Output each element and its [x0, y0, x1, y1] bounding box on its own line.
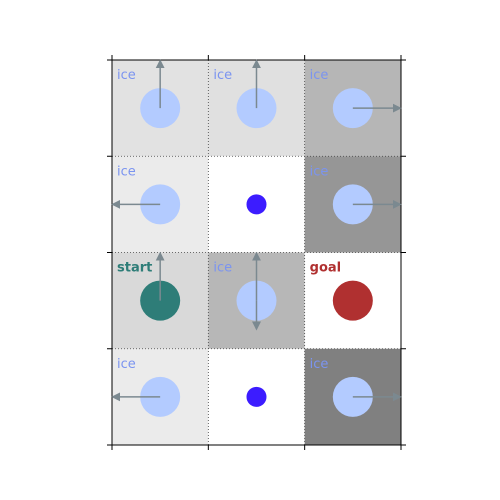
- goal-label: goal: [310, 261, 341, 276]
- ice-label: ice: [213, 68, 232, 83]
- cell-content-r2c2: goal: [310, 261, 373, 321]
- cell-content-r3c1: [246, 386, 267, 407]
- ice-label: ice: [213, 261, 232, 276]
- cell-content-r2c0: start: [117, 251, 181, 321]
- tick-marks: [107, 55, 406, 450]
- cell-content-r1c0: ice: [111, 164, 181, 225]
- cell-content-r1c1: [246, 194, 267, 215]
- cell-content-r0c2: ice: [310, 68, 402, 129]
- start-label: start: [117, 261, 152, 276]
- cell-content: ice ice ice ice ice start ice goal ice ice: [111, 59, 402, 417]
- ice-label: ice: [310, 164, 329, 179]
- hole-marker: [246, 194, 267, 215]
- ice-label: ice: [310, 68, 329, 83]
- goal-marker: [332, 280, 373, 321]
- cell-content-r0c0: ice: [117, 59, 181, 129]
- ice-label: ice: [117, 357, 136, 372]
- cell-content-r1c2: ice: [310, 164, 402, 225]
- ice-label: ice: [310, 357, 329, 372]
- cell-content-r2c1: ice: [213, 251, 277, 331]
- hole-marker: [246, 386, 267, 407]
- ice-label: ice: [117, 68, 136, 83]
- cell-content-r3c0: ice: [111, 357, 181, 417]
- cell-content-r3c2: ice: [310, 357, 402, 417]
- ice-label: ice: [117, 164, 136, 179]
- cell-content-r0c1: ice: [213, 59, 277, 129]
